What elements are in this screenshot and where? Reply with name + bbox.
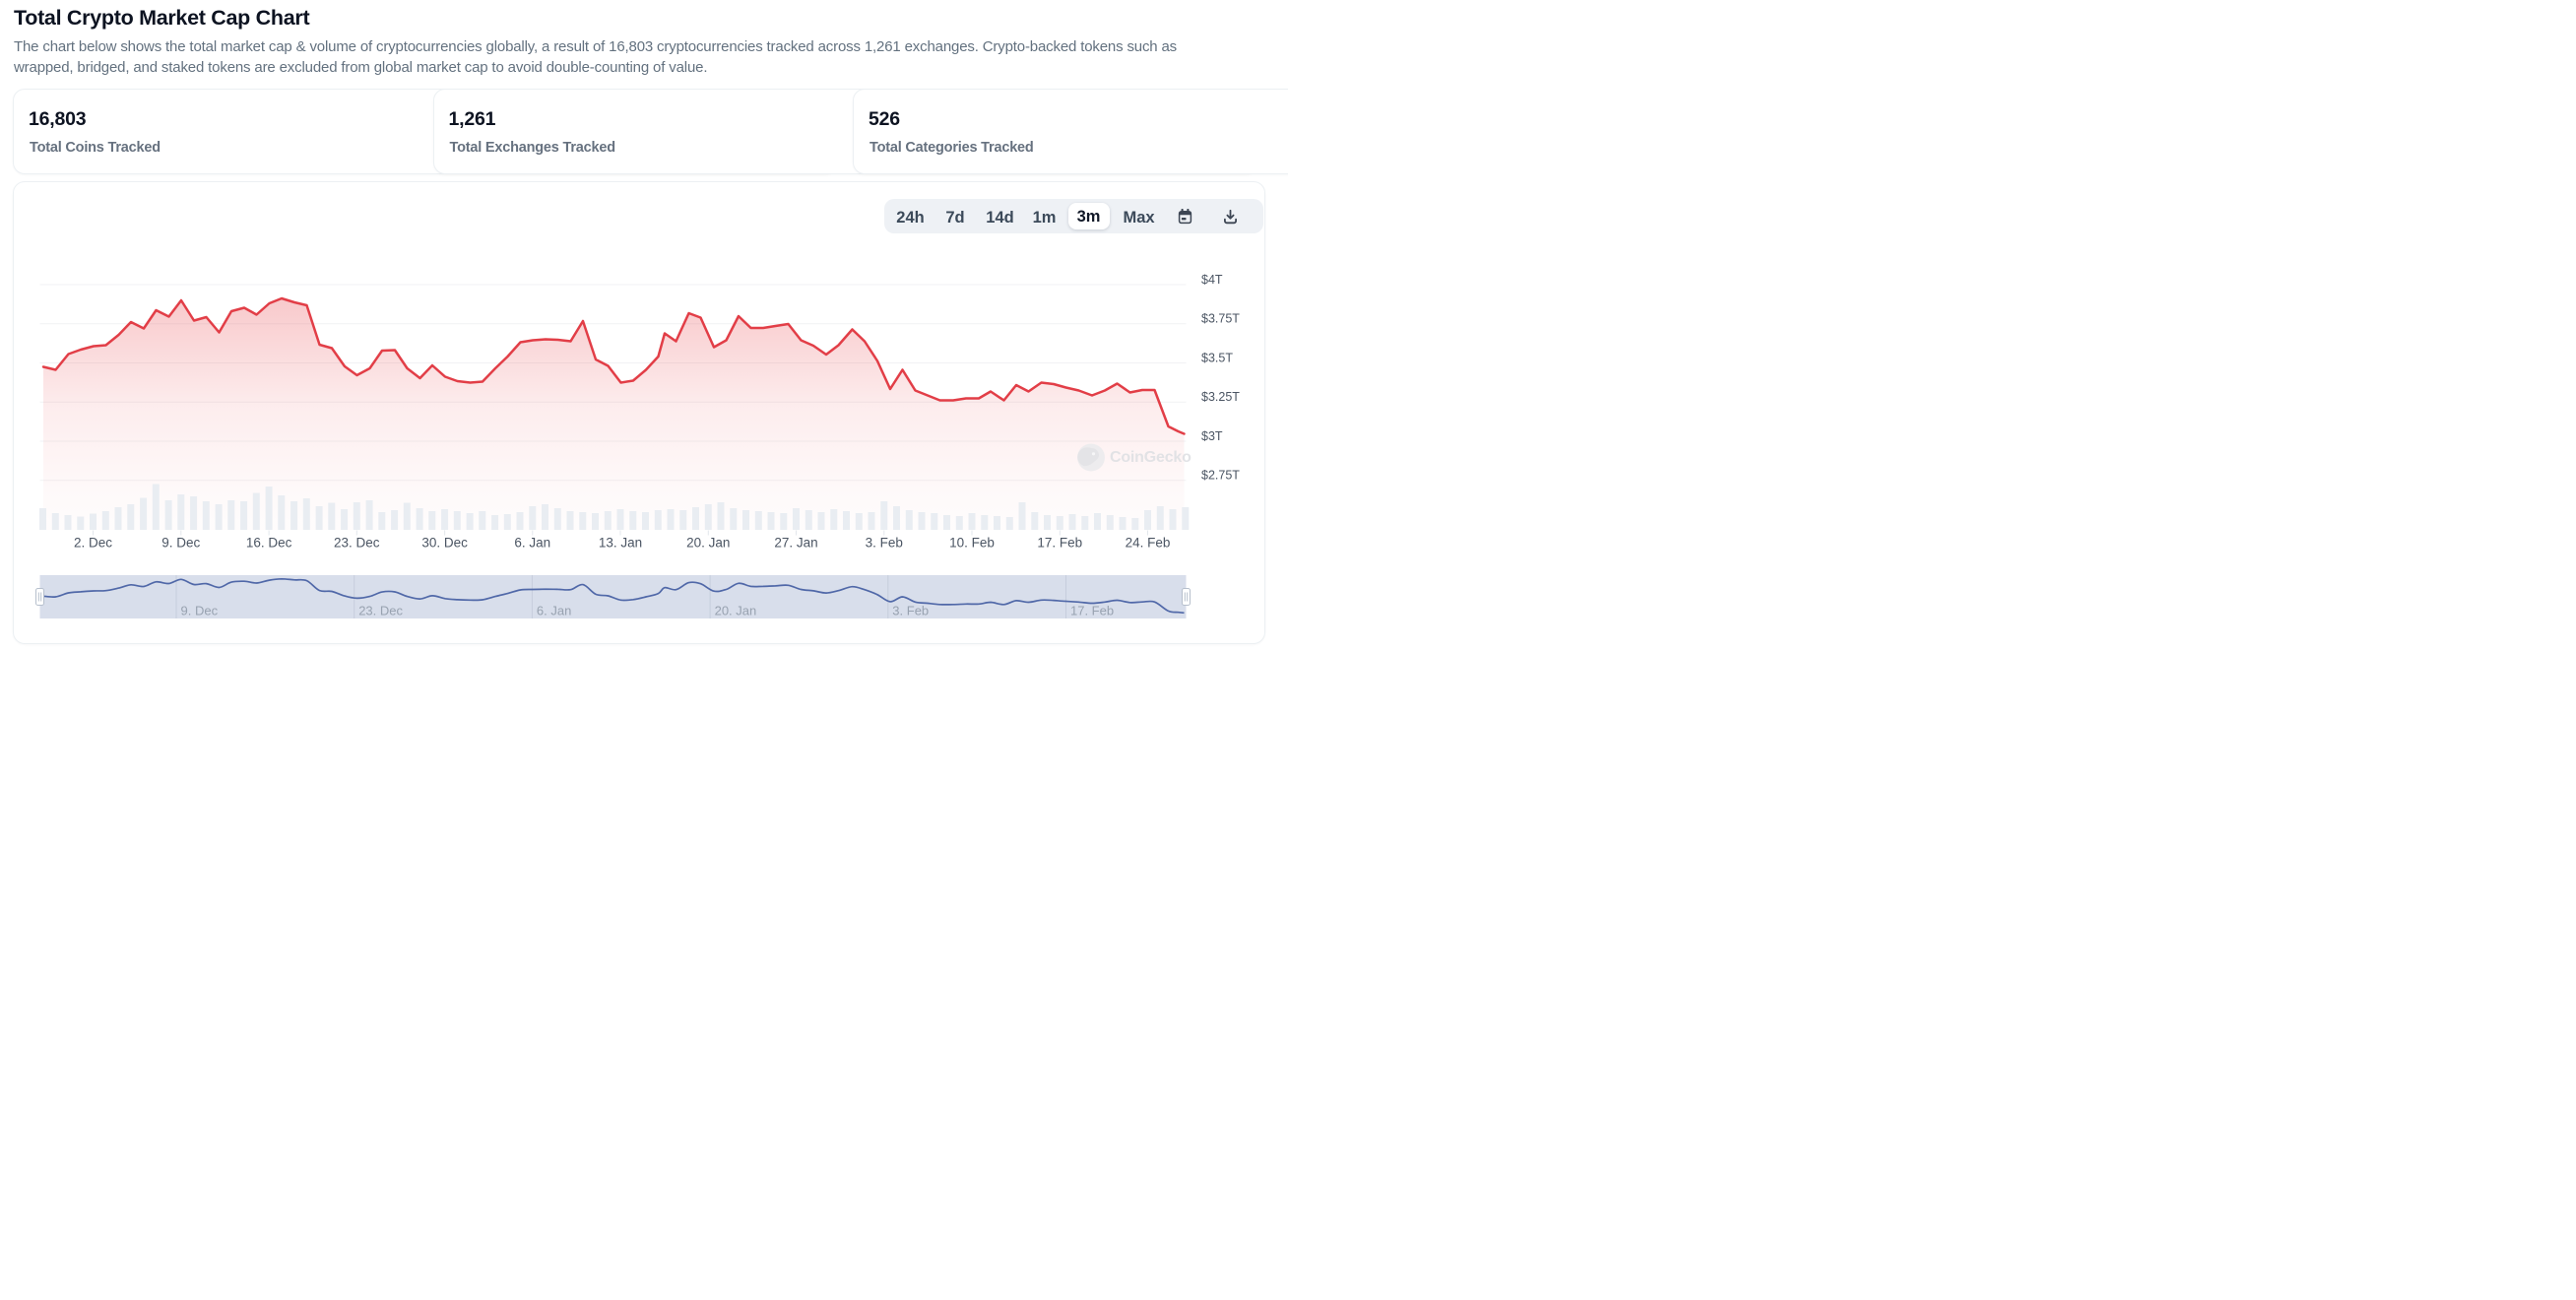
svg-text:16. Dec: 16. Dec xyxy=(246,535,292,550)
svg-text:$3.25T: $3.25T xyxy=(1201,390,1240,404)
svg-text:6. Jan: 6. Jan xyxy=(537,603,571,618)
svg-text:6. Jan: 6. Jan xyxy=(514,535,550,550)
svg-text:27. Jan: 27. Jan xyxy=(774,535,817,550)
svg-text:$2.75T: $2.75T xyxy=(1201,468,1240,482)
svg-text:13. Jan: 13. Jan xyxy=(599,535,642,550)
svg-text:24. Feb: 24. Feb xyxy=(1126,535,1171,550)
svg-text:2. Dec: 2. Dec xyxy=(74,535,112,550)
svg-text:20. Jan: 20. Jan xyxy=(715,603,757,618)
svg-text:20. Jan: 20. Jan xyxy=(686,535,730,550)
svg-text:$3T: $3T xyxy=(1201,428,1223,442)
svg-text:23. Dec: 23. Dec xyxy=(334,535,380,550)
svg-text:$3.75T: $3.75T xyxy=(1201,311,1240,325)
svg-text:CoinGecko: CoinGecko xyxy=(1110,449,1191,466)
svg-text:3. Feb: 3. Feb xyxy=(866,535,903,550)
svg-text:9. Dec: 9. Dec xyxy=(181,603,219,618)
svg-text:30. Dec: 30. Dec xyxy=(421,535,468,550)
svg-text:$3.5T: $3.5T xyxy=(1201,351,1233,364)
svg-text:17. Feb: 17. Feb xyxy=(1037,535,1082,550)
svg-text:17. Feb: 17. Feb xyxy=(1070,603,1114,618)
svg-text:9. Dec: 9. Dec xyxy=(161,535,200,550)
svg-text:10. Feb: 10. Feb xyxy=(949,535,995,550)
svg-text:$4T: $4T xyxy=(1201,272,1223,286)
svg-text:3. Feb: 3. Feb xyxy=(892,603,929,618)
svg-text:23. Dec: 23. Dec xyxy=(358,603,403,618)
